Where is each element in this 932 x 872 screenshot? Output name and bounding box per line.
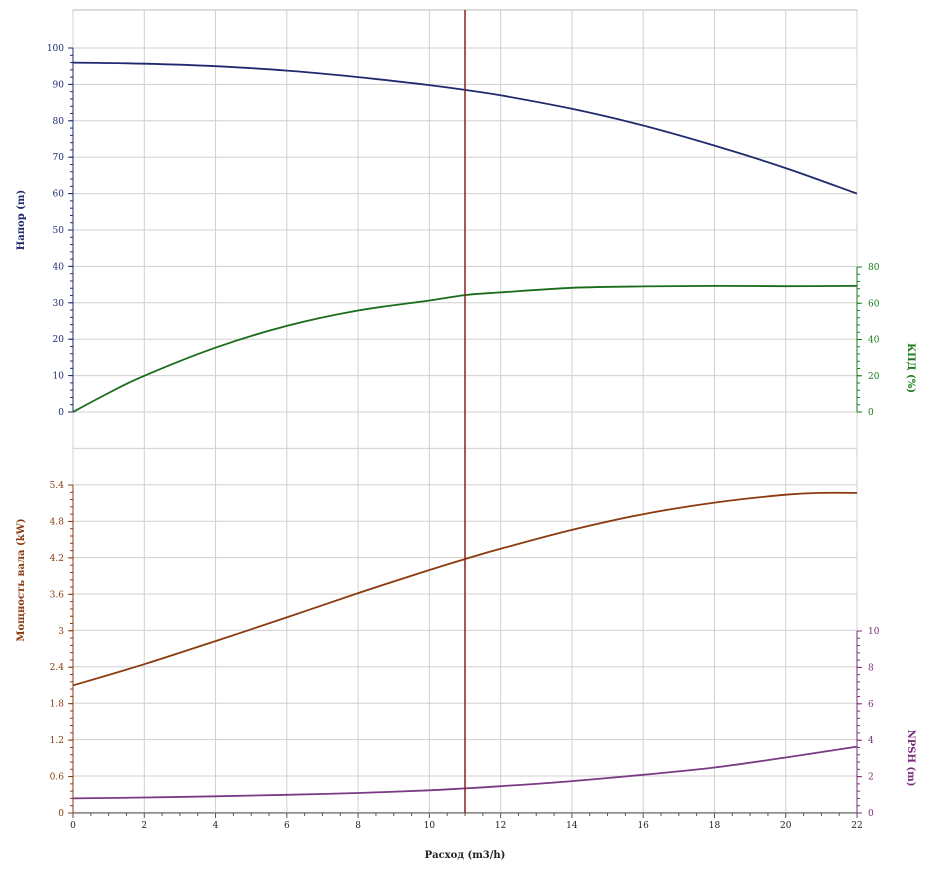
power-axis-title: Мощность вала (kW) (16, 518, 27, 641)
power-axis-tick-label: 4.8 (50, 517, 65, 527)
head-axis-tick-label: 0 (58, 408, 64, 418)
x-tick-label: 16 (637, 821, 649, 831)
head-axis-tick-label: 60 (53, 190, 65, 200)
x-tick-label: 22 (851, 821, 862, 831)
head-axis-tick-label: 20 (53, 335, 65, 345)
head-axis-tick-label: 10 (53, 372, 65, 382)
power-axis-tick-label: 0 (58, 809, 64, 819)
x-tick-label: 20 (780, 821, 792, 831)
head-axis-tick-label: 80 (53, 117, 65, 127)
efficiency-axis-tick-label: 60 (868, 299, 880, 309)
head-axis-tick-label: 40 (53, 262, 65, 272)
efficiency-axis-tick-label: 80 (868, 263, 880, 273)
efficiency-axis-tick-label: 20 (868, 372, 880, 382)
x-tick-label: 8 (355, 821, 361, 831)
x-tick-label: 10 (424, 821, 436, 831)
x-tick-label: 18 (709, 821, 721, 831)
head-axis-tick-label: 100 (47, 44, 64, 54)
x-tick-label: 0 (70, 821, 76, 831)
power-axis-tick-label: 2.4 (50, 663, 65, 673)
axes: 0 2 4 6 8 10 12 14 16 18 20 22010203040506070809010… (47, 44, 880, 831)
efficiency-curve (72, 284, 858, 413)
head-axis-title: Напор (m) (16, 190, 27, 250)
power-curve (72, 491, 858, 687)
head-axis-tick-label: 90 (53, 80, 65, 90)
efficiency-axis-tick-label: 0 (868, 408, 874, 418)
npsh-axis-title: NPSH (m) (905, 730, 916, 787)
head-axis-tick-label: 30 (53, 299, 65, 309)
x-tick-label: 12 (495, 821, 506, 831)
head-axis-tick-label: 70 (53, 153, 65, 163)
x-tick-label: 4 (213, 821, 219, 831)
power-axis-tick-label: 0.6 (50, 773, 65, 783)
npsh-axis-tick-label: 10 (868, 627, 880, 637)
npsh-axis-tick-label: 2 (868, 773, 874, 783)
head-axis-tick-label: 50 (53, 226, 65, 236)
efficiency-axis-title: КПД (%) (905, 343, 916, 393)
npsh-axis-tick-label: 4 (868, 736, 874, 746)
power-axis-tick-label: 1.8 (50, 700, 65, 710)
power-axis-tick-label: 3.6 (50, 590, 65, 600)
power-axis-tick-label: 3 (58, 627, 64, 637)
npsh-axis-tick-label: 0 (868, 809, 874, 819)
power-axis-tick-label: 4.2 (50, 554, 64, 564)
npsh-axis-tick-label: 8 (868, 663, 874, 673)
efficiency-axis-tick-label: 40 (868, 336, 880, 346)
axis-titles: Расход (m3/h) Напор (m) КПД (%) Мощность… (16, 190, 916, 861)
npsh-axis-tick-label: 6 (868, 700, 874, 710)
power-axis-tick-label: 1.2 (50, 736, 64, 746)
x-tick-label: 2 (141, 821, 147, 831)
x-axis-title: Расход (m3/h) (425, 850, 506, 861)
power-axis-tick-label: 5.4 (50, 481, 65, 491)
x-tick-label: 14 (566, 821, 578, 831)
x-tick-label: 6 (284, 821, 290, 831)
